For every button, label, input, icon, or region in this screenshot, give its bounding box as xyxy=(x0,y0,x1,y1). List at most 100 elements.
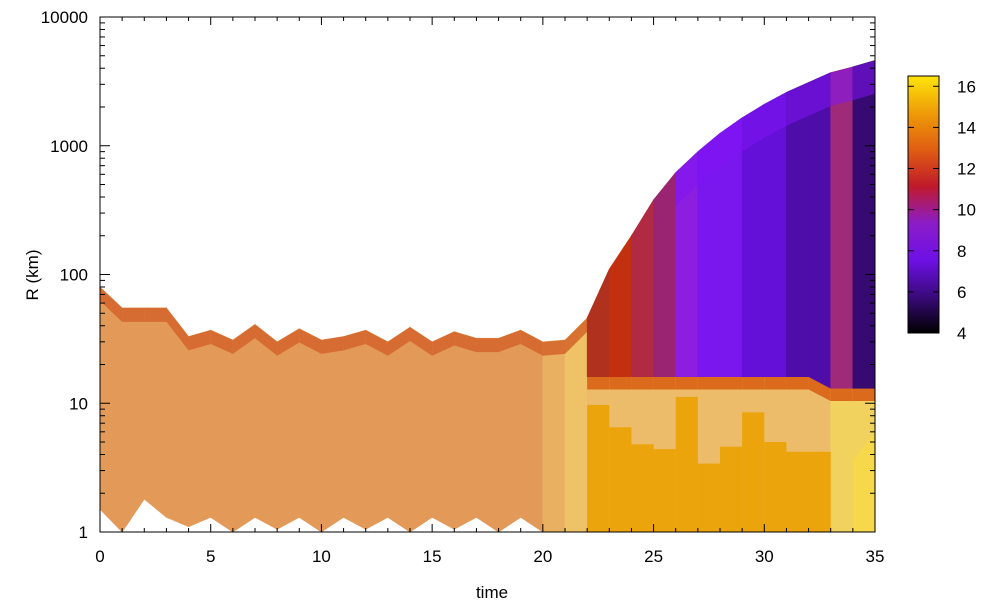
x-tick-label: 35 xyxy=(866,547,885,566)
x-axis: 0 5 10 15 20 25 30 35 xyxy=(95,17,884,566)
data-cell xyxy=(520,329,544,532)
data-cell xyxy=(299,328,322,354)
plot-area xyxy=(100,60,875,532)
data-cell xyxy=(210,329,234,532)
data-cell xyxy=(764,92,787,138)
x-tick-label: 5 xyxy=(206,547,215,566)
data-cell xyxy=(122,307,145,322)
data-cell xyxy=(188,330,211,351)
data-cell xyxy=(587,376,610,390)
data-cell xyxy=(697,376,720,390)
y-axis-label: R (km) xyxy=(23,250,42,301)
data-cell xyxy=(830,66,854,389)
data-cell xyxy=(542,339,566,532)
data-cell xyxy=(453,331,477,530)
colorbar-gradient xyxy=(907,75,940,334)
data-cell xyxy=(298,328,322,532)
data-cell xyxy=(121,307,145,532)
x-axis-label: time xyxy=(476,583,508,602)
colorbar-tick-label: 12 xyxy=(957,160,976,179)
data-cell xyxy=(720,376,743,390)
y-tick-label: 1000 xyxy=(50,137,88,156)
data-cell xyxy=(432,331,455,356)
data-cell xyxy=(387,327,410,356)
x-tick-label: 10 xyxy=(312,547,331,566)
data-cell xyxy=(609,376,632,390)
data-cell xyxy=(520,330,543,356)
data-cell xyxy=(276,328,300,530)
data-cell xyxy=(277,328,300,356)
data-cell xyxy=(410,327,433,356)
core-bar xyxy=(587,404,610,532)
data-cell xyxy=(210,330,233,354)
core-bar xyxy=(631,444,654,532)
data-cell xyxy=(144,307,167,322)
data-cell xyxy=(100,286,123,322)
core-bar xyxy=(609,427,632,532)
y-tick-label: 1 xyxy=(79,523,88,542)
data-cell xyxy=(586,269,610,378)
data-cell xyxy=(343,330,366,351)
data-cell xyxy=(631,376,654,390)
data-cell xyxy=(365,329,389,530)
data-cell xyxy=(608,234,632,378)
data-cell xyxy=(808,72,832,390)
data-cell xyxy=(653,171,677,378)
data-cell xyxy=(852,388,875,402)
data-cell xyxy=(786,82,809,378)
colorbar-tick-label: 10 xyxy=(957,201,976,220)
data-cell xyxy=(764,376,787,390)
data-cell xyxy=(365,330,388,356)
x-tick-label: 30 xyxy=(755,547,774,566)
data-cell xyxy=(852,60,875,389)
y-tick-label: 10 xyxy=(69,394,88,413)
y-tick-label: 10000 xyxy=(41,8,88,27)
colorbar-tick-label: 4 xyxy=(957,324,966,343)
data-cell xyxy=(387,326,411,532)
data-cell xyxy=(565,317,588,354)
data-cell xyxy=(321,336,344,354)
data-cell xyxy=(143,307,167,518)
y-tick-label: 100 xyxy=(60,266,88,285)
data-cell xyxy=(852,431,875,532)
y-axis: 1 10 100 1000 10000 xyxy=(41,8,875,542)
data-cell xyxy=(542,339,565,356)
data-cell xyxy=(166,307,189,351)
data-cell xyxy=(742,104,765,152)
data-cell xyxy=(786,376,809,390)
core-bar xyxy=(786,451,831,532)
data-cell xyxy=(852,60,875,101)
data-cell xyxy=(454,331,477,353)
data-cell xyxy=(188,329,212,528)
colorbar-tick-label: 6 xyxy=(957,283,966,302)
x-tick-label: 0 xyxy=(95,547,104,566)
x-tick-label: 15 xyxy=(423,547,442,566)
data-cell xyxy=(431,331,455,530)
data-cell xyxy=(232,324,255,354)
colorbar-tick-label: 14 xyxy=(957,118,976,137)
data-cell xyxy=(720,117,743,167)
data-cell xyxy=(675,151,698,206)
data-cell xyxy=(498,329,522,532)
data-cell xyxy=(697,133,720,186)
core-bar xyxy=(675,396,698,532)
data-cell xyxy=(321,336,344,532)
data-cell xyxy=(675,376,698,390)
data-cell xyxy=(255,324,278,356)
data-cell xyxy=(808,72,831,116)
x-tick-label: 25 xyxy=(644,547,663,566)
core-bar xyxy=(764,442,787,532)
data-cell xyxy=(653,376,676,390)
data-cell xyxy=(786,82,809,126)
data-cell xyxy=(830,66,853,107)
colorbar-tick-label: 8 xyxy=(957,242,966,261)
data-cell xyxy=(232,323,256,532)
core-bar xyxy=(742,412,765,532)
data-cell xyxy=(631,198,654,378)
data-cell xyxy=(343,329,367,530)
data-cell xyxy=(409,326,433,532)
colorbar-tick-label: 16 xyxy=(957,77,976,96)
core-bar xyxy=(653,449,676,532)
data-cell xyxy=(254,323,278,530)
